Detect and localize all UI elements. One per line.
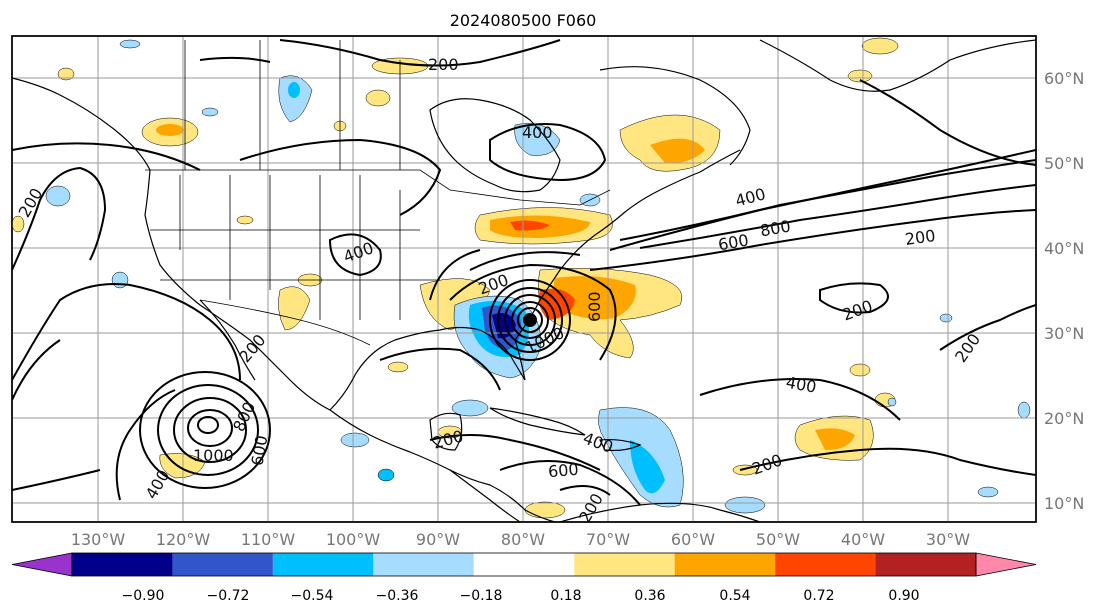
colorbar-segment	[373, 553, 474, 576]
colorbar-tick-label: −0.36	[376, 588, 419, 604]
lat-label: 30°N	[1044, 324, 1084, 343]
colorbar-segment	[473, 553, 575, 576]
lat-label: 50°N	[1044, 154, 1084, 173]
colorbar-segment	[72, 553, 173, 576]
coastlines	[12, 39, 1036, 522]
map-border	[11, 35, 1037, 523]
lat-label: 40°N	[1044, 239, 1084, 258]
colorbar-tick-label: 0.18	[550, 588, 581, 604]
borders	[145, 40, 611, 346]
contour-label: 600	[585, 291, 604, 322]
colorbar-segment	[674, 553, 776, 576]
colorbar-segment	[875, 553, 976, 576]
colorbar	[11, 552, 1037, 577]
lat-label: 20°N	[1044, 409, 1084, 428]
colorbar-tick-label: 0.90	[888, 588, 919, 604]
colorbar-segment	[272, 553, 374, 576]
lon-label: 30°W	[926, 530, 970, 549]
colorbar-tick-label: −0.90	[122, 588, 165, 604]
latitude-labels: 60°N 50°N 40°N 30°N 20°N 10°N	[1044, 69, 1084, 513]
lon-label: 40°W	[841, 530, 885, 549]
lon-label: 50°W	[756, 530, 800, 549]
contour-label: 600	[547, 460, 579, 482]
lon-label: 120°W	[156, 530, 211, 549]
contour-label: 400	[522, 123, 553, 142]
contour-label: 200	[904, 226, 937, 249]
lon-label: 70°W	[586, 530, 630, 549]
colorbar-tick-label: 0.72	[803, 588, 834, 604]
colorbar-outline	[71, 552, 977, 577]
colorbar-min-arrow	[11, 552, 73, 577]
colorbar-labels: −0.90 −0.72 −0.54 −0.36 −0.18 0.18 0.36 …	[122, 588, 920, 604]
lon-label: 110°W	[241, 530, 296, 549]
lon-label: 130°W	[71, 530, 126, 549]
longitude-labels: 130°W 120°W 110°W 100°W 90°W 80°W 70°W 6…	[71, 530, 970, 549]
colorbar-segment	[574, 553, 675, 576]
contour-label: 1000	[193, 446, 234, 465]
lon-label: 60°W	[671, 530, 715, 549]
lat-label: 10°N	[1044, 494, 1084, 513]
colorbar-tick-label: 0.54	[719, 588, 750, 604]
lon-label: 80°W	[501, 530, 545, 549]
colorbar-tick-label: 0.36	[634, 588, 665, 604]
colorbar-tick-label: −0.18	[460, 588, 503, 604]
lon-label: 90°W	[416, 530, 460, 549]
contour-label: 200	[428, 55, 459, 74]
colorbar-max-arrow	[975, 552, 1037, 577]
contour-lines	[12, 39, 1036, 506]
lat-label: 60°N	[1044, 69, 1084, 88]
colorbar-segment	[172, 553, 273, 576]
colorbar-tick-label: −0.54	[291, 588, 334, 604]
lon-label: 100°W	[326, 530, 381, 549]
colorbar-tick-label: −0.72	[207, 588, 250, 604]
colorbar-segment	[775, 553, 876, 576]
map-title: 2024080500 F060	[450, 11, 597, 30]
